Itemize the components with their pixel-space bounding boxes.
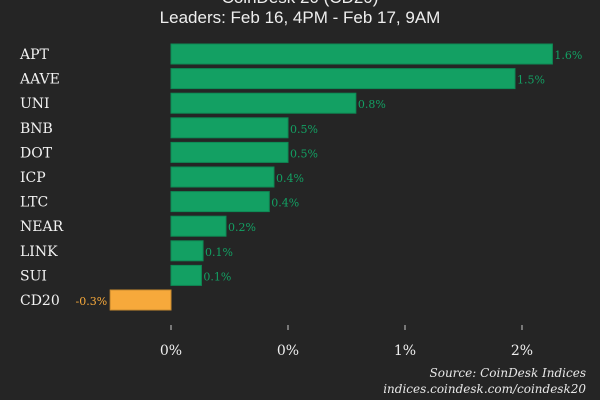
data-label-uni: 0.8% <box>358 98 386 111</box>
category-label-uni: UNI <box>20 96 50 112</box>
category-label-near: NEAR <box>20 219 64 235</box>
x-tick-label: 1% <box>394 343 416 359</box>
category-label-bnb: BNB <box>20 121 53 137</box>
x-tick-label: 0% <box>160 343 182 359</box>
category-label-ltc: LTC <box>20 195 48 211</box>
category-label-sui: SUI <box>20 268 47 284</box>
bar-bnb <box>170 117 289 139</box>
bar-apt <box>170 43 553 65</box>
category-label-aave: AAVE <box>19 72 60 88</box>
data-label-ltc: 0.4% <box>271 197 299 210</box>
bar-sui <box>170 264 202 286</box>
data-label-bnb: 0.5% <box>290 123 318 136</box>
chart-subtitle: Leaders: Feb 16, 4PM - Feb 17, 9AM <box>159 8 441 27</box>
data-label-dot: 0.5% <box>290 147 318 160</box>
category-label-dot: DOT <box>20 145 53 161</box>
bar-icp <box>170 166 275 188</box>
bar-link <box>170 240 204 262</box>
data-label-cd20: -0.3% <box>75 295 107 308</box>
category-label-apt: APT <box>19 47 50 63</box>
bar-uni <box>170 92 357 114</box>
data-label-sui: 0.1% <box>203 270 231 283</box>
bar-ltc <box>170 191 270 213</box>
x-tick-label: 2% <box>511 343 533 359</box>
data-label-icp: 0.4% <box>276 172 304 185</box>
bar-cd20 <box>109 289 172 311</box>
data-label-aave: 1.5% <box>517 74 545 87</box>
category-label-link: LINK <box>20 244 58 260</box>
bar-near <box>170 215 227 237</box>
bar-dot <box>170 141 289 163</box>
chart-title: CoinDesk 20 (CD20) <box>0 0 600 8</box>
category-label-cd20: CD20 <box>20 293 60 309</box>
data-label-link: 0.1% <box>205 246 233 259</box>
bar-aave <box>170 68 516 90</box>
source-url: indices.coindesk.com/coindesk20 <box>383 382 586 396</box>
data-label-near: 0.2% <box>228 221 256 234</box>
source-note: Source: CoinDesk Indices <box>429 366 587 380</box>
x-tick-label: 0% <box>277 343 299 359</box>
category-label-icp: ICP <box>20 170 46 186</box>
data-label-apt: 1.6% <box>554 49 582 62</box>
